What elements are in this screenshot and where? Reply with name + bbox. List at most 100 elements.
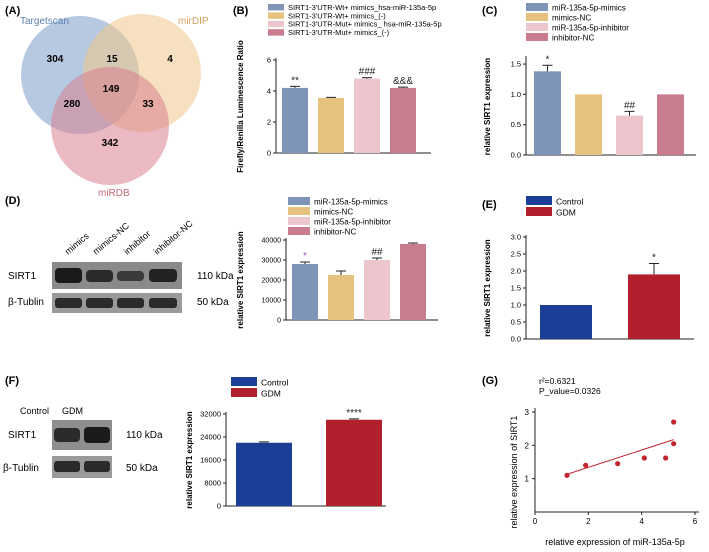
bar <box>326 419 382 506</box>
legend-label: SIRT1-3'UTR-Wt+ mimics_(-) <box>288 11 386 20</box>
blot-d-tublin-band <box>86 298 113 308</box>
bar <box>534 71 561 155</box>
panel-label-d: (D) <box>5 195 21 207</box>
y-tick-label: 2.5 <box>511 250 521 259</box>
bar <box>292 264 318 320</box>
y-tick-label: 2 <box>267 118 271 127</box>
stat-label: r²=0.6321 <box>539 376 576 386</box>
scatter-point <box>663 455 669 461</box>
panel-label-b: (B) <box>233 5 249 17</box>
y-tick-label: 40000 <box>262 238 282 245</box>
y-axis-label: relative SIRT1 expression <box>483 239 492 336</box>
bar <box>575 94 602 155</box>
chart-d-blot-quant: miR-135a-5p-mimicsmimics-NCmiR-135a-5p-i… <box>236 197 438 329</box>
legend-label: GDM <box>261 389 281 399</box>
y-tick-label: 0 <box>277 318 281 325</box>
y-tick-label: 0.0 <box>511 335 521 344</box>
bar <box>540 305 592 339</box>
panel-label-c: (C) <box>482 5 498 17</box>
legend-label: miR-135a-5p-mimics <box>552 4 626 13</box>
legend-swatch <box>526 33 548 41</box>
legend-swatch <box>526 196 552 205</box>
panel-label-e: (E) <box>482 199 497 211</box>
chart-c-qpcr: miR-135a-5p-mimicsmimics-NCmiR-135a-5p-i… <box>483 3 696 160</box>
scatter-point <box>615 461 621 467</box>
legend-swatch <box>288 217 310 225</box>
legend-label: SIRT1-3'UTR-Wt+ mimics_hsa-miR-135a-5p <box>288 3 436 12</box>
y-tick-label: 3.0 <box>511 233 521 242</box>
significance-label: * <box>546 54 550 65</box>
venn-label-mirdip: mirDIP <box>178 16 209 27</box>
stat-label: P_value=0.0326 <box>539 386 601 396</box>
x-tick-label: 4 <box>639 517 644 526</box>
x-axis-label: relative expression of miR-135a-5p <box>545 537 685 547</box>
y-tick-label: 2.0 <box>511 267 521 276</box>
blot-d-sirt1-band <box>55 268 82 283</box>
y-axis-label: relative SIRT1 expression <box>483 58 492 155</box>
legend-swatch <box>288 227 310 235</box>
blot-d-sirt1-band <box>117 271 144 281</box>
western-blot-f: Control GDM SIRT1 β-Tublin 110 kDa 50 kD… <box>3 406 163 478</box>
blot-f-row-sirt1: SIRT1 <box>8 430 37 441</box>
significance-label: ### <box>359 67 376 78</box>
venn-count-ts-mirdb: 280 <box>64 99 81 110</box>
y-tick-label: 1.0 <box>511 90 521 99</box>
y-tick-label: 32000 <box>200 410 221 419</box>
y-tick-label: 8000 <box>204 479 221 488</box>
y-tick-label: 6 <box>267 56 271 65</box>
legend-swatch <box>288 207 310 215</box>
scatter-point <box>641 455 647 461</box>
legend-label: GDM <box>556 208 576 218</box>
y-tick-label: 0.5 <box>511 318 521 327</box>
legend-label: SIRT1-3'UTR-Mut+ mimics_ hsa-miR-135a-5p <box>288 20 442 29</box>
scatter-point <box>671 419 677 425</box>
legend-swatch <box>526 13 548 21</box>
y-tick-label: 0 <box>267 149 271 158</box>
y-tick-label: 0 <box>217 502 221 511</box>
bar <box>364 260 390 320</box>
blot-f-tublin-band <box>54 461 80 472</box>
legend-swatch <box>268 29 284 36</box>
blot-d-tublin-band <box>117 298 144 308</box>
legend-swatch <box>288 197 310 205</box>
venn-diagram: Targetscan mirDIP miRDB 304 15 4 149 280… <box>20 14 209 199</box>
y-tick-label: 24000 <box>200 433 221 442</box>
legend-label: mimics-NC <box>314 208 353 217</box>
blot-d-sirt1-band <box>86 270 113 282</box>
bar <box>328 275 354 320</box>
bar <box>400 244 426 320</box>
scatter-point <box>583 462 589 468</box>
venn-label-targetscan: Targetscan <box>20 16 69 27</box>
blot-d-kda-tublin: 50 kDa <box>197 297 229 308</box>
y-tick-label: 16000 <box>200 456 221 465</box>
regression-line <box>566 439 674 475</box>
venn-count-ts-mirdip: 15 <box>106 54 118 65</box>
bar <box>616 115 643 155</box>
blot-f-lane-gdm: GDM <box>62 406 83 416</box>
legend-swatch <box>268 12 284 19</box>
significance-label: * <box>652 253 656 264</box>
legend-swatch <box>268 20 284 28</box>
bar <box>354 78 380 153</box>
scatter-point <box>564 472 570 478</box>
legend-label: miR-135a-5p-mimics <box>314 198 388 207</box>
chart-g-correlation: 0 2 4 6 1 2 3 relative expression of miR-135a-5… <box>509 376 699 547</box>
legend-label: inhibitor-NC <box>314 228 356 237</box>
venn-count-center: 149 <box>103 84 120 95</box>
blot-f-sirt1-band <box>84 427 110 443</box>
x-tick-label: 2 <box>586 517 591 526</box>
blot-d-tublin-band <box>55 298 82 308</box>
y-tick-label: 1.5 <box>511 284 521 293</box>
significance-label: **** <box>346 408 362 419</box>
legend-swatch <box>268 4 284 11</box>
y-tick-label: 1.0 <box>511 301 521 310</box>
y-tick-label: 4 <box>267 87 271 96</box>
bar <box>282 87 308 153</box>
blot-f-lane-control: Control <box>20 406 49 416</box>
chart-b-luciferase: SIRT1-3'UTR-Wt+ mimics_hsa-miR-135a-5pSI… <box>236 3 442 173</box>
bar <box>657 94 684 155</box>
y-tick-label: 30000 <box>262 258 282 265</box>
y-tick-label: 1.5 <box>511 60 521 69</box>
panel-label-a: (A) <box>5 5 21 17</box>
